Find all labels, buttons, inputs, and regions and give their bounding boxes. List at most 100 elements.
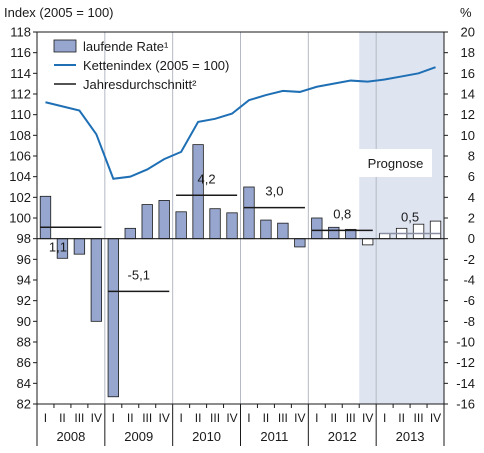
- legend-bar-swatch: [54, 40, 76, 52]
- quarter-label: II: [330, 411, 337, 425]
- quarter-label: I: [179, 411, 182, 425]
- annual-average-label: 3,0: [265, 184, 283, 199]
- right-tick-label: 6: [468, 169, 475, 184]
- left-tick-label: 104: [9, 169, 31, 184]
- right-tick-label: 12: [461, 107, 475, 122]
- year-label: 2011: [260, 429, 288, 444]
- right-tick-label: 18: [461, 45, 475, 60]
- bar: [413, 224, 424, 238]
- annual-average-label: 0,5: [401, 210, 419, 225]
- bar: [430, 221, 441, 239]
- quarter-label: III: [142, 411, 152, 425]
- quarter-label: II: [127, 411, 134, 425]
- annual-average-label: 1,1: [49, 239, 67, 254]
- right-tick-label: -2: [463, 252, 475, 267]
- right-tick-label: -6: [463, 293, 475, 308]
- left-tick-label: 82: [17, 397, 31, 412]
- annual-average-label: -5,1: [128, 267, 150, 282]
- bar: [379, 234, 390, 239]
- left-tick-label: 112: [10, 87, 31, 102]
- year-label: 2009: [124, 429, 153, 444]
- quarter-label: I: [383, 411, 386, 425]
- legend-label-avg: Jahresdurchschnitt²: [83, 77, 197, 92]
- bar: [210, 209, 221, 239]
- legend-label-line: Kettenindex (2005 = 100): [83, 58, 229, 73]
- left-tick-label: 102: [9, 190, 31, 205]
- left-tick-label: 118: [10, 25, 31, 40]
- year-label: 2008: [56, 429, 85, 444]
- left-tick-label: 86: [17, 355, 31, 370]
- annual-average-label: 0,8: [333, 206, 351, 221]
- right-tick-label: 20: [461, 25, 475, 40]
- bar: [362, 239, 373, 245]
- bar: [244, 187, 255, 239]
- quarter-label: I: [247, 411, 250, 425]
- bar: [108, 239, 119, 397]
- right-tick-label: -14: [456, 376, 475, 391]
- bar: [159, 200, 170, 238]
- left-tick-label: 88: [17, 335, 31, 350]
- right-tick-label: 10: [461, 128, 475, 143]
- quarter-label: IV: [294, 411, 305, 425]
- quarter-label: II: [398, 411, 405, 425]
- right-tick-label: -12: [456, 355, 475, 370]
- bar: [295, 239, 306, 247]
- bar: [91, 239, 102, 322]
- left-tick-label: 84: [17, 376, 31, 391]
- quarter-label: III: [346, 411, 356, 425]
- right-tick-label: 8: [468, 149, 475, 164]
- bar: [278, 223, 289, 239]
- left-tick-label: 110: [10, 107, 31, 122]
- right-tick-label: -16: [456, 397, 475, 412]
- bar: [261, 220, 272, 239]
- left-tick-label: 116: [10, 45, 31, 60]
- right-tick-label: -4: [463, 273, 475, 288]
- quarter-label: II: [59, 411, 66, 425]
- quarter-label: I: [315, 411, 318, 425]
- bar: [329, 227, 340, 238]
- bar: [312, 218, 323, 239]
- right-tick-label: 2: [468, 211, 475, 226]
- right-axis-unit: %: [460, 5, 472, 20]
- right-tick-label: 14: [461, 87, 475, 102]
- quarter-label: III: [210, 411, 220, 425]
- quarter-label: IV: [362, 411, 373, 425]
- quarter-label: IV: [430, 411, 441, 425]
- quarter-label: III: [414, 411, 424, 425]
- year-label: 2010: [192, 429, 221, 444]
- left-tick-label: 94: [17, 273, 31, 288]
- left-axis-title: Index (2005 = 100): [4, 5, 114, 20]
- quarter-label: II: [195, 411, 202, 425]
- left-tick-label: 96: [17, 252, 31, 267]
- right-tick-label: -8: [463, 314, 475, 329]
- annual-average-label: 4,2: [198, 171, 216, 186]
- legend-label-bars: laufende Rate¹: [83, 39, 169, 54]
- quarter-label: IV: [91, 411, 102, 425]
- quarter-label: IV: [226, 411, 237, 425]
- left-tick-label: 106: [9, 149, 31, 164]
- legend: laufende Rate¹ Kettenindex (2005 = 100) …: [54, 39, 229, 92]
- left-tick-label: 100: [9, 211, 31, 226]
- bar: [74, 239, 85, 255]
- quarter-label: I: [112, 411, 115, 425]
- left-tick-label: 98: [17, 231, 31, 246]
- bar: [125, 228, 136, 238]
- left-tick-label: 90: [17, 314, 31, 329]
- bar: [142, 205, 153, 239]
- year-label: 2012: [328, 429, 357, 444]
- right-tick-label: 16: [461, 66, 475, 81]
- bar: [193, 145, 204, 239]
- forecast-label: Prognose: [368, 156, 424, 171]
- quarter-label: I: [44, 411, 47, 425]
- quarter-label: III: [278, 411, 288, 425]
- left-tick-label: 92: [17, 293, 31, 308]
- quarter-label: IV: [159, 411, 170, 425]
- bar: [227, 213, 238, 239]
- right-tick-label: 0: [468, 231, 475, 246]
- left-tick-label: 114: [10, 66, 31, 81]
- left-tick-label: 108: [9, 128, 31, 143]
- bar: [40, 196, 51, 238]
- quarter-label: II: [263, 411, 270, 425]
